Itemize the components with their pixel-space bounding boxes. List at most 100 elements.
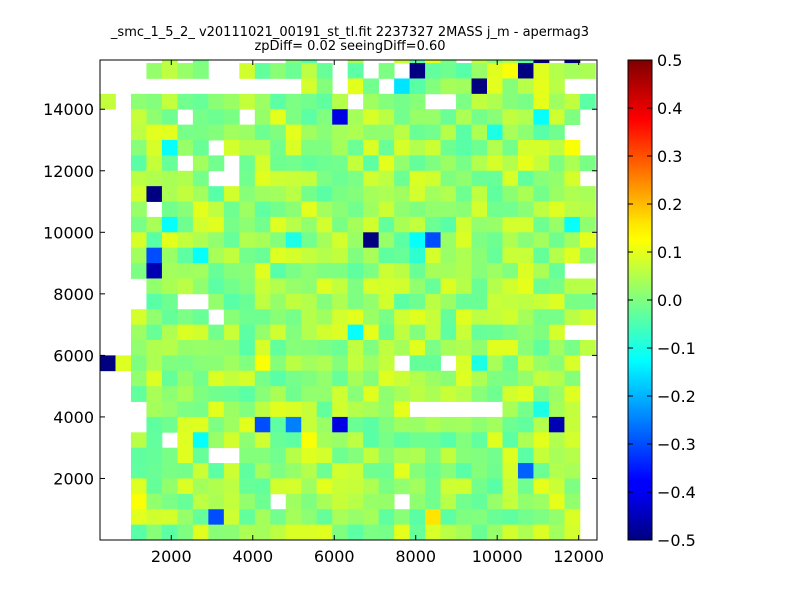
heatmap-cell [239,355,256,372]
heatmap-cell [254,509,271,526]
heatmap-cell [394,463,411,479]
heatmap-cell [316,447,333,464]
heatmap-cell [316,63,333,79]
heatmap-cell [425,309,441,326]
heatmap-cell [223,201,240,218]
heatmap-cell [471,232,488,249]
colorbar-tick-label: 0.1 [657,243,682,262]
heatmap-cell [347,463,364,479]
heatmap-cell [223,216,240,233]
heatmap-cell [487,140,503,156]
heatmap-cell [254,201,271,218]
heatmap-cell [239,447,256,464]
heatmap-cell [564,60,581,64]
heatmap-cell [192,216,209,233]
heatmap-cell [533,478,550,495]
heatmap-cell [208,478,225,495]
heatmap-cell [130,386,147,402]
heatmap-cell [177,324,194,341]
heatmap-cell [115,355,132,372]
heatmap-cell [270,524,287,541]
heatmap-cell [394,432,411,449]
heatmap-cell [363,509,380,526]
heatmap-cell [471,109,488,126]
heatmap-cell [517,93,534,110]
heatmap-cell [223,309,240,326]
heatmap-cell [548,63,565,79]
heatmap-cell [517,416,534,433]
heatmap-cell [440,340,457,356]
heatmap-cell [332,93,349,110]
heatmap-cell [161,447,178,464]
heatmap-cell [363,78,380,95]
heatmap-cell [239,216,256,233]
heatmap-cell [548,355,565,372]
heatmap-cell [332,155,349,172]
heatmap-cell [223,278,240,295]
heatmap-cell [208,263,225,279]
heatmap-cell [316,155,333,172]
heatmap-cell [394,401,411,418]
heatmap-cell [548,416,565,433]
heatmap-cell [270,216,287,233]
heatmap-cell [425,124,441,141]
heatmap-cell [285,370,302,387]
heatmap-cell [239,293,256,310]
heatmap-cell [146,447,163,464]
heatmap-cell [394,201,411,218]
heatmap-cell [239,340,256,356]
heatmap-cell [285,432,302,449]
heatmap-cell [146,124,163,141]
heatmap-cell [347,401,364,418]
heatmap-cell [548,155,565,172]
heatmap-cell [548,309,565,326]
heatmap-cell [564,493,581,510]
heatmap-cell [533,447,550,464]
heatmap-cell [270,186,287,202]
heatmap-cell [378,493,395,510]
heatmap-cell [487,324,503,341]
heatmap-cell [223,247,240,264]
heatmap-cell [456,309,472,326]
heatmap-cell [394,60,411,64]
heatmap-cell [161,155,178,172]
heatmap-cell [161,463,178,479]
heatmap-cell [456,493,472,510]
heatmap-cell [471,263,488,279]
heatmap-cell [239,170,256,187]
heatmap-cell [301,216,318,233]
heatmap-cell [208,201,225,218]
heatmap-cell [394,340,411,356]
heatmap-cell [285,278,302,295]
heatmap-cell [394,170,411,187]
heatmap-cell [285,109,302,126]
heatmap-cell [301,463,318,479]
heatmap-cell [285,247,302,264]
heatmap-cell [146,247,163,264]
heatmap-cell [254,463,271,479]
heatmap-cell [332,416,349,433]
heatmap-cell [301,278,318,295]
heatmap-cell [130,309,147,326]
heatmap-cell [533,524,550,541]
heatmap-cell [533,432,550,449]
heatmap-cell [456,478,472,495]
heatmap-cell [316,124,333,141]
heatmap-cell [223,386,240,402]
heatmap-cell [285,524,302,541]
heatmap-cell [254,386,271,402]
heatmap-cell [146,509,163,526]
heatmap-cell [161,186,178,202]
heatmap-cell [285,324,302,341]
heatmap-cell [130,93,147,110]
heatmap-cell [425,324,441,341]
heatmap-cell [146,155,163,172]
heatmap-cell [270,386,287,402]
heatmap-cell [394,447,411,464]
heatmap-cell [332,524,349,541]
heatmap-cell [548,447,565,464]
heatmap-cell [564,140,581,156]
heatmap-cell [517,155,534,172]
heatmap-cell [208,109,225,126]
heatmap-cell [130,170,147,187]
